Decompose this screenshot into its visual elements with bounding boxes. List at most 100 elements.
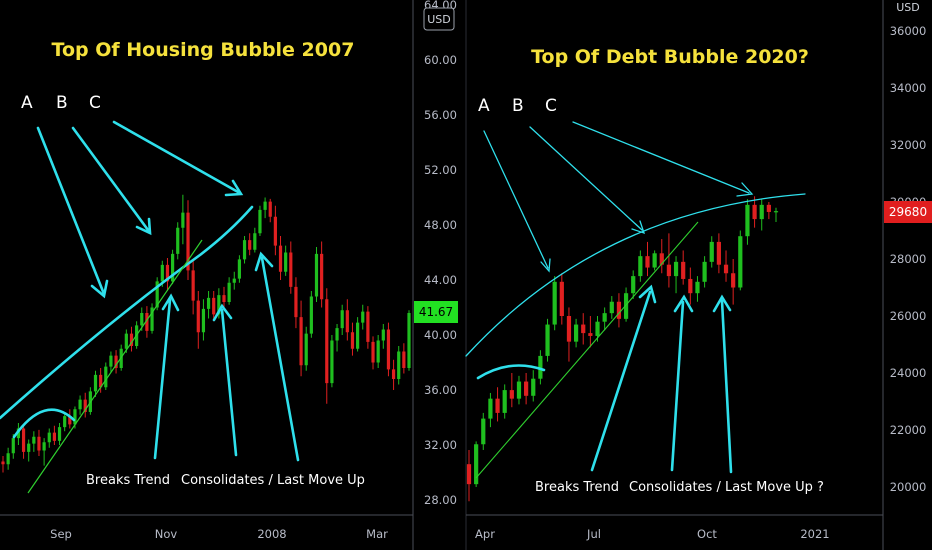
debt-candle-body xyxy=(745,204,750,237)
debt-candle-4 xyxy=(495,387,500,422)
housing-candle-body xyxy=(309,296,313,334)
debt-candle-body xyxy=(752,204,757,220)
housing-consolidates-head xyxy=(212,303,233,322)
debt-candle-29 xyxy=(673,256,679,294)
housing-candle-53 xyxy=(273,205,277,256)
debt-breaks-trend-head xyxy=(638,284,657,304)
housing-candle-body xyxy=(42,442,46,451)
housing-candle-50 xyxy=(258,205,262,236)
housing-candle-1 xyxy=(6,447,10,470)
housing-candle-13 xyxy=(68,409,72,429)
debt-candle-38 xyxy=(738,230,743,291)
housing-currency-label: USD xyxy=(427,13,451,26)
debt-candle-body xyxy=(766,204,771,212)
housing-candle-body xyxy=(83,399,87,412)
housing-candle-7 xyxy=(37,429,41,456)
debt-candle-body xyxy=(623,293,629,319)
debt-candle-9 xyxy=(531,370,536,402)
debt-lower-arrows xyxy=(590,284,733,474)
housing-candle-body xyxy=(289,252,293,287)
debt-resistance-curve xyxy=(465,193,806,357)
housing-candle-body xyxy=(330,340,334,384)
housing-y-tick-label: 60.00 xyxy=(424,53,457,67)
housing-candle-75 xyxy=(386,322,391,377)
housing-candle-body xyxy=(350,332,355,349)
housing-candle-79 xyxy=(407,310,411,371)
debt-candle-14 xyxy=(566,307,572,362)
housing-candle-body xyxy=(366,311,370,342)
debt-note-consolidates: Consolidates / Last Move Up ? xyxy=(629,480,824,495)
debt-candle-27 xyxy=(659,239,664,274)
debt-candle-39 xyxy=(745,199,750,245)
housing-candle-63 xyxy=(325,288,329,404)
debt-bubble-chart: Top Of Debt Bubble 2020? A B C Breaks Tr… xyxy=(465,0,932,550)
housing-candle-68 xyxy=(350,322,355,356)
housing-candle-body xyxy=(407,313,411,368)
debt-candle-11 xyxy=(545,318,550,362)
housing-letter-c: C xyxy=(89,93,101,113)
debt-uptrend-line xyxy=(475,221,699,479)
debt-candle-33 xyxy=(702,256,707,288)
housing-candle-body xyxy=(68,416,72,425)
housing-candle-37 xyxy=(191,259,195,315)
housing-candle-48 xyxy=(248,233,252,256)
housing-x-ticks: Sep Nov 2008 Mar xyxy=(50,527,388,541)
housing-candle-36 xyxy=(186,200,190,280)
housing-candle-body xyxy=(222,295,226,302)
debt-candle-body xyxy=(466,464,472,485)
debt-candle-5 xyxy=(502,384,507,419)
housing-candle-body xyxy=(304,333,308,366)
debt-candle-3 xyxy=(488,392,493,428)
debt-consolidates-head xyxy=(673,294,694,313)
housing-currency-button[interactable] xyxy=(423,7,455,31)
debt-candle-body xyxy=(773,211,779,213)
housing-y-tick-label: 52.00 xyxy=(424,163,457,177)
debt-candle-body xyxy=(595,321,600,336)
housing-candle-body xyxy=(248,240,252,250)
debt-candle-21 xyxy=(616,293,622,328)
housing-last-price-label: 41.67 xyxy=(419,305,453,319)
housing-candle-body xyxy=(268,201,272,217)
housing-candle-body xyxy=(340,310,344,329)
housing-candle-70 xyxy=(361,304,365,330)
debt-candle-body xyxy=(695,281,700,294)
debt-title: Top Of Debt Bubble 2020? xyxy=(531,46,809,68)
housing-candle-body xyxy=(165,264,170,282)
housing-candle-59 xyxy=(304,326,308,371)
housing-candle-body xyxy=(27,443,31,452)
debt-candle-43 xyxy=(773,207,779,222)
housing-candle-44 xyxy=(227,277,231,305)
housing-candle-73 xyxy=(376,335,380,368)
housing-x-tick-mar: Mar xyxy=(366,527,388,541)
housing-candle-47 xyxy=(242,236,247,264)
debt-candle-body xyxy=(616,301,622,319)
debt-x-tick-apr: Apr xyxy=(475,527,495,541)
debt-candle-10 xyxy=(538,350,543,385)
housing-candle-body xyxy=(181,212,185,228)
housing-candle-28 xyxy=(145,306,149,338)
debt-y-ticks: 2000022000240002600028000300003200034000… xyxy=(890,24,927,494)
housing-candle-67 xyxy=(345,299,349,341)
debt-candle-body xyxy=(723,264,729,274)
housing-candle-20 xyxy=(104,362,108,390)
housing-breaks-trend-shaft xyxy=(153,298,172,460)
housing-bubble-chart: Top Of Housing Bubble 2007 A B C Breaks … xyxy=(0,0,458,550)
debt-candle-body xyxy=(652,253,657,268)
debt-candle-body xyxy=(588,333,593,336)
housing-x-tick-sep: Sep xyxy=(50,527,72,541)
housing-candle-body xyxy=(140,313,144,326)
housing-arrow-a-shaft xyxy=(36,126,106,296)
housing-candle-body xyxy=(104,366,108,388)
debt-currency-label[interactable]: USD xyxy=(896,1,920,14)
debt-arrow-c-head xyxy=(736,182,754,197)
debt-x-ticks: Apr Jul Oct 2021 xyxy=(475,527,830,541)
housing-candle-body xyxy=(201,308,206,333)
housing-arrow-b-head xyxy=(135,217,152,236)
debt-y-tick-label: 26000 xyxy=(890,309,927,323)
housing-candle-body xyxy=(232,278,236,283)
housing-candle-22 xyxy=(114,350,118,374)
housing-candle-8 xyxy=(42,438,46,466)
housing-candle-body xyxy=(52,432,56,441)
housing-candle-64 xyxy=(330,335,334,388)
debt-candle-30 xyxy=(681,250,686,285)
